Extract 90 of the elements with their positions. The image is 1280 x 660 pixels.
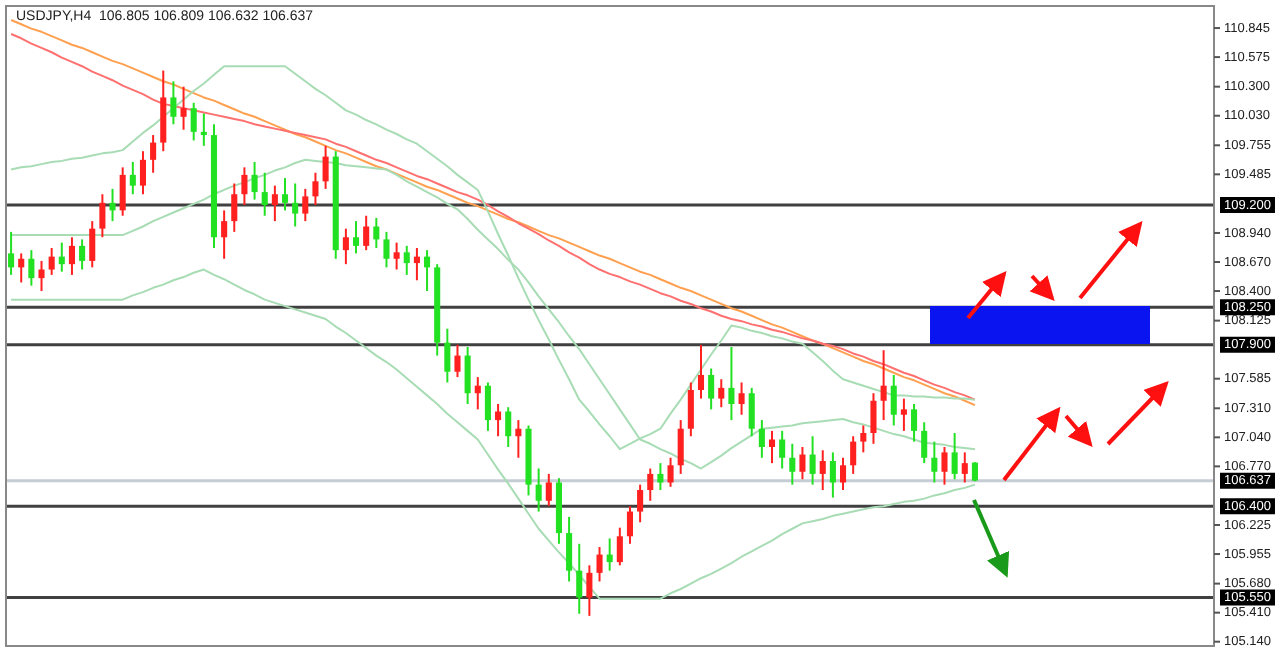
candlestick xyxy=(79,238,86,271)
candlestick xyxy=(139,150,147,196)
candlestick xyxy=(251,160,258,201)
candlestick xyxy=(961,451,968,484)
candlestick xyxy=(809,435,816,486)
candlestick xyxy=(626,505,634,545)
candlestick xyxy=(850,435,857,475)
candlestick xyxy=(38,259,45,293)
candlestick xyxy=(180,85,187,131)
candlestick xyxy=(758,419,765,459)
candlestick xyxy=(170,80,177,126)
candlestick xyxy=(900,397,907,432)
candlestick xyxy=(241,166,248,206)
candlestick xyxy=(637,483,644,524)
candlestick xyxy=(495,402,502,438)
candlestick xyxy=(515,419,522,459)
candlestick xyxy=(708,367,715,411)
candlestick xyxy=(839,456,847,492)
candlestick xyxy=(931,440,938,484)
candlestick xyxy=(68,236,75,276)
candlestick xyxy=(566,515,573,583)
candlestick xyxy=(160,69,167,153)
candlestick xyxy=(596,546,603,583)
candlestick xyxy=(281,177,289,212)
candlestick xyxy=(484,381,491,432)
candlestick xyxy=(738,381,745,416)
candlestick xyxy=(657,462,664,492)
candlestick xyxy=(48,247,55,276)
candlestick xyxy=(687,381,694,438)
candlestick xyxy=(718,378,725,409)
candlestick xyxy=(18,252,25,284)
candlestick xyxy=(474,376,481,411)
candlestick xyxy=(667,456,674,488)
candlestick xyxy=(363,214,370,252)
candlestick xyxy=(129,160,136,196)
candlestick xyxy=(677,419,684,475)
candlestick xyxy=(261,171,268,217)
candlestick xyxy=(870,392,877,445)
candlestick xyxy=(748,386,755,438)
candlestick xyxy=(383,230,390,269)
candlestick xyxy=(190,101,197,142)
candlestick xyxy=(647,467,654,502)
candlestick xyxy=(413,247,420,282)
candlestick xyxy=(89,220,96,269)
candlestick xyxy=(728,345,735,422)
candlestick xyxy=(302,187,309,223)
candlestick xyxy=(424,249,431,293)
candlestick xyxy=(292,182,299,228)
candlestick xyxy=(911,402,918,443)
candlestick xyxy=(799,446,806,481)
candlestick xyxy=(616,526,623,567)
candlestick xyxy=(109,187,116,223)
candlestick xyxy=(444,327,451,384)
candlestick xyxy=(697,343,705,400)
candlestick xyxy=(373,216,380,250)
candlestick xyxy=(951,432,958,481)
candlestick xyxy=(8,230,15,276)
candlestick xyxy=(880,349,887,422)
candlestick xyxy=(941,446,948,486)
candlestick xyxy=(545,472,552,508)
candlestick xyxy=(58,241,65,273)
candlestick xyxy=(768,429,776,465)
candlestick xyxy=(352,220,360,255)
candlestick xyxy=(312,171,319,206)
candlestick xyxy=(890,373,897,427)
candlestick xyxy=(789,442,796,486)
candlestick xyxy=(28,249,35,287)
candlestick xyxy=(921,421,928,465)
candlestick xyxy=(150,134,157,174)
candlestick xyxy=(586,564,593,617)
candlestick xyxy=(576,542,583,615)
candlestick xyxy=(505,406,512,449)
candlestick xyxy=(200,112,207,147)
candlestick xyxy=(119,166,126,217)
candlestick xyxy=(342,227,349,266)
candlestick xyxy=(221,209,228,260)
candlestick xyxy=(535,467,542,513)
candlestick xyxy=(606,537,613,572)
candlestick xyxy=(231,182,238,233)
candlestick xyxy=(99,193,106,239)
candlestick xyxy=(403,244,410,276)
candlestick xyxy=(829,451,836,499)
candlestick xyxy=(779,429,786,470)
candlestick xyxy=(819,449,826,492)
candlestick xyxy=(464,345,471,405)
candlestick xyxy=(271,184,278,223)
candlestick xyxy=(860,424,867,454)
candlestick xyxy=(393,241,400,271)
candlestick xyxy=(454,343,461,379)
candlestick xyxy=(322,144,329,190)
